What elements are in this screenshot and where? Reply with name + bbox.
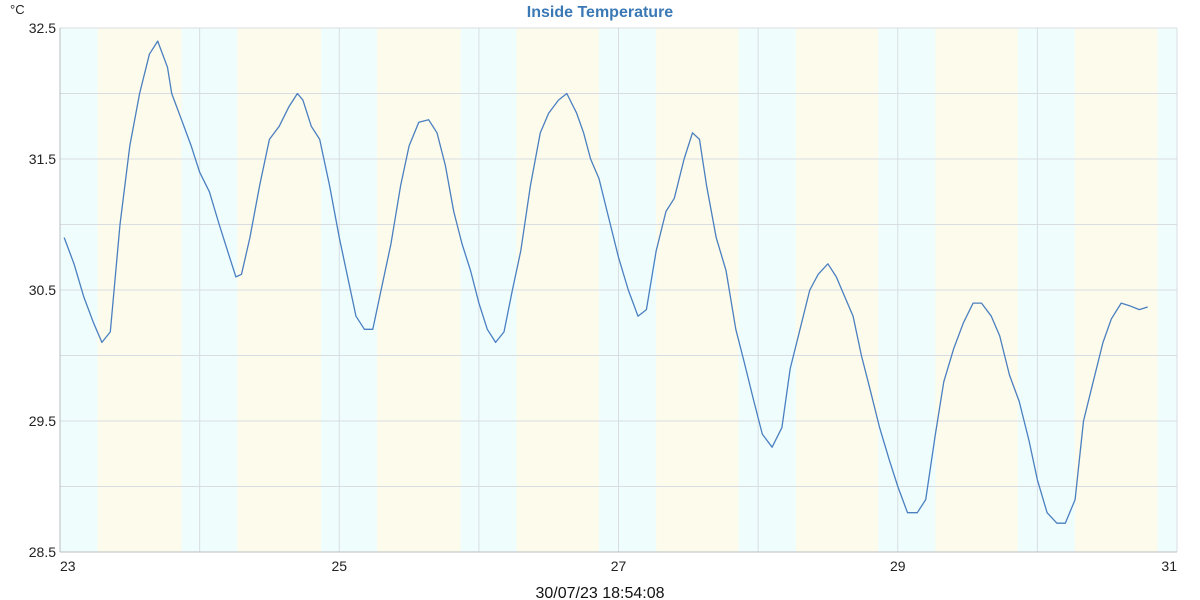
temperature-series: [63, 40, 1148, 524]
x-tick-label: 27: [611, 558, 627, 574]
y-axis-unit: °C: [10, 2, 25, 17]
y-tick-label: 28.5: [29, 544, 56, 560]
x-tick-label: 29: [890, 558, 906, 574]
y-tick-label: 31.5: [29, 151, 56, 167]
y-tick-label: 29.5: [29, 413, 56, 429]
plot-frame: [59, 28, 1177, 553]
y-tick-label: 30.5: [29, 282, 56, 298]
y-axis-tick-labels: 28.5 29.5 30.5 31.5 32.5: [29, 20, 56, 560]
temperature-line-0: [63, 40, 1148, 524]
x-tick-label: 23: [60, 558, 76, 574]
x-tick-label: 31: [1161, 558, 1177, 574]
y-tick-label: 32.5: [29, 20, 56, 36]
x-tick-label: 25: [331, 558, 347, 574]
x-axis-tick-labels: 23 25 27 29 31: [60, 558, 1177, 574]
chart-timestamp: 30/07/23 18:54:08: [535, 585, 664, 600]
chart-title: Inside Temperature: [527, 4, 674, 21]
